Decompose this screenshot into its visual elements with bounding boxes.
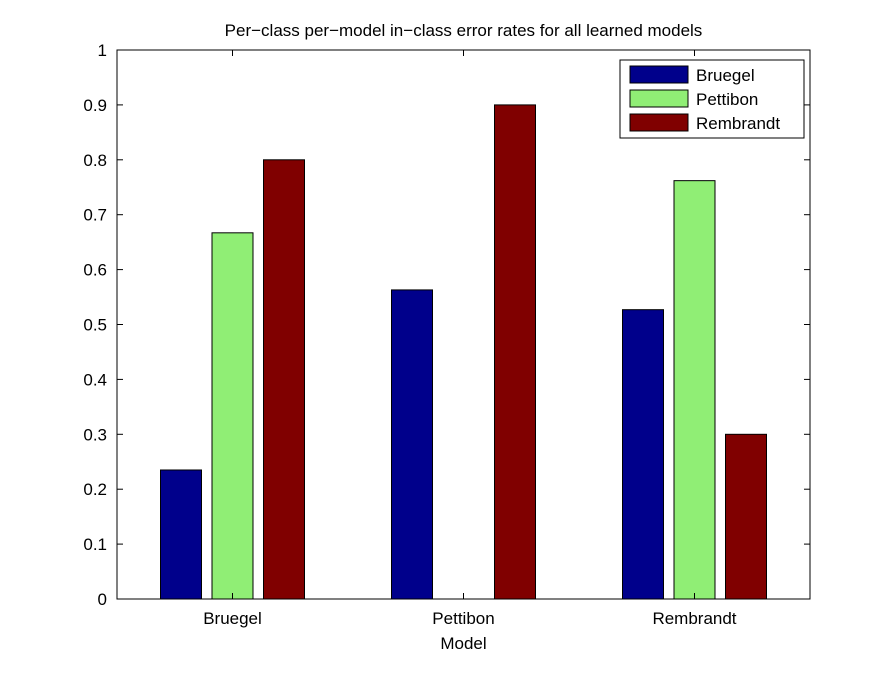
- legend-swatch-rembrandt: [629, 113, 689, 132]
- y-tick-label: 0.2: [83, 480, 107, 499]
- bar-bruegel-rembrandt: [622, 309, 664, 600]
- legend-label-rembrandt: Rembrandt: [696, 114, 780, 133]
- x-axis: Bruegel Pettibon Rembrandt: [203, 50, 737, 628]
- y-tick-label: 0.6: [83, 261, 107, 280]
- y-tick-label: 0.4: [83, 370, 107, 389]
- y-tick-label: 1: [98, 41, 107, 60]
- y-tick-label: 0.9: [83, 96, 107, 115]
- y-axis: 0 0.1 0.2 0.3 0.4 0.5 0.6 0.7 0.8 0.9 1: [83, 41, 810, 609]
- legend: Bruegel Pettibon Rembrandt: [619, 59, 805, 139]
- x-tick-label: Rembrandt: [652, 609, 736, 628]
- y-tick-label: 0.1: [83, 535, 107, 554]
- legend-label-pettibon: Pettibon: [696, 90, 758, 109]
- chart-title: Per−class per−model in−class error rates…: [225, 21, 703, 40]
- bar-pettibon-rembrandt: [673, 180, 716, 600]
- y-tick-label: 0.8: [83, 151, 107, 170]
- legend-swatch-bruegel: [629, 65, 689, 84]
- bar-rembrandt-rembrandt: [725, 433, 767, 600]
- legend-swatch-pettibon: [629, 89, 689, 108]
- bar-bruegel-pettibon: [391, 289, 433, 600]
- bar-bruegel-bruegel: [160, 469, 202, 600]
- bar-rembrandt-pettibon: [494, 104, 536, 600]
- x-axis-label: Model: [440, 634, 486, 653]
- bar-rembrandt-bruegel: [263, 159, 305, 600]
- y-tick-label: 0.5: [83, 316, 107, 335]
- bar-series: [160, 104, 767, 600]
- x-tick-label: Bruegel: [203, 609, 262, 628]
- y-tick-label: 0.3: [83, 425, 107, 444]
- x-tick-label: Pettibon: [432, 609, 494, 628]
- legend-label-bruegel: Bruegel: [696, 66, 755, 85]
- y-tick-label: 0: [98, 590, 107, 609]
- bar-pettibon-bruegel: [211, 232, 254, 600]
- y-tick-label: 0.7: [83, 206, 107, 225]
